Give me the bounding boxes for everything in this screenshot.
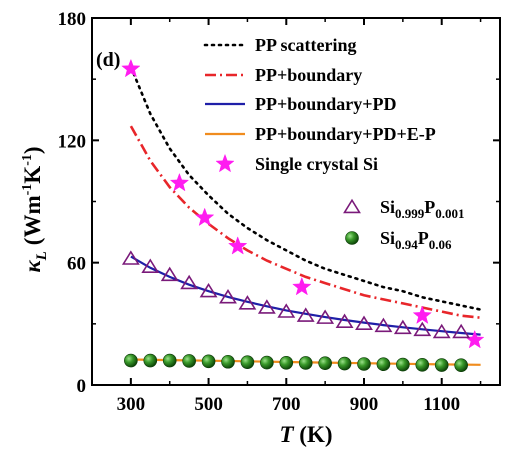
legend-label-0: PP scattering bbox=[255, 35, 356, 55]
marker-1-point bbox=[219, 289, 237, 304]
legend-label-3: PP+boundary+PD+E-P bbox=[255, 124, 436, 144]
legend-marker-0 bbox=[215, 153, 235, 173]
marker-1-point bbox=[238, 295, 257, 310]
marker-2-point bbox=[357, 357, 371, 371]
marker-1-point bbox=[180, 274, 199, 290]
y-tick-label: 120 bbox=[58, 131, 87, 152]
y-axis-symbol-sub: L bbox=[34, 251, 50, 261]
legend-formula-sub1: 0.999 bbox=[395, 206, 425, 221]
y-tick-label: 180 bbox=[58, 9, 87, 30]
marker-1-point bbox=[452, 323, 471, 339]
x-tick-label: 900 bbox=[350, 394, 379, 415]
legend-formula-mid: P bbox=[424, 197, 435, 217]
legend-marker-1 bbox=[343, 198, 361, 214]
marker-1-point bbox=[199, 282, 218, 298]
legend-marker-2 bbox=[345, 231, 359, 245]
marker-1-point bbox=[335, 313, 354, 328]
legend-formula-sub2: 0.001 bbox=[435, 206, 464, 221]
marker-2-point bbox=[396, 357, 410, 372]
marker-2-point bbox=[298, 356, 313, 370]
marker-2-point bbox=[162, 353, 177, 368]
legend-formula-sub1: 0.94 bbox=[395, 237, 418, 252]
marker-2-point bbox=[415, 358, 430, 372]
y-axis-unit-sup2: -1 bbox=[20, 154, 35, 166]
marker-1-point bbox=[355, 315, 373, 331]
marker-2-point bbox=[201, 354, 216, 369]
marker-2-point bbox=[221, 354, 235, 369]
curve-0-line bbox=[129, 65, 482, 311]
x-axis-title: T (K) bbox=[279, 422, 332, 447]
legend-formula-base: Si bbox=[380, 228, 395, 248]
marker-2-point bbox=[240, 355, 255, 369]
marker-0-point bbox=[121, 58, 141, 78]
marker-2-point bbox=[376, 357, 391, 372]
y-axis-title-group: κL(Wm-1K-1) bbox=[20, 146, 50, 272]
marker-2-point bbox=[260, 355, 274, 370]
y-axis-unit-mid: K bbox=[20, 166, 45, 184]
legend-label-1: PP+boundary bbox=[255, 65, 362, 85]
legend-label-2: Si0.94P0.06 bbox=[380, 228, 452, 252]
marker-0-point bbox=[228, 236, 248, 255]
marker-2-point bbox=[143, 353, 158, 368]
marker-1-point bbox=[316, 309, 335, 324]
panel-label: (d) bbox=[96, 49, 120, 71]
marker-2-point bbox=[454, 358, 468, 373]
marker-0-point bbox=[195, 207, 215, 227]
legend-label-1: Si0.999P0.001 bbox=[380, 197, 465, 221]
x-tick-label: 500 bbox=[194, 394, 223, 415]
marker-2-point bbox=[182, 354, 196, 368]
marker-0-point bbox=[169, 172, 190, 192]
x-tick-label: 300 bbox=[117, 394, 146, 415]
marker-1-point bbox=[374, 317, 393, 333]
marker-2-point bbox=[434, 358, 449, 372]
marker-1-point bbox=[432, 323, 451, 339]
legend-formula-mid: P bbox=[418, 228, 429, 248]
marker-1-point bbox=[257, 299, 276, 314]
marker-2-point bbox=[279, 355, 294, 370]
marker-2-point bbox=[318, 356, 332, 370]
marker-1-point bbox=[296, 307, 315, 322]
y-tick-label: 0 bbox=[77, 376, 87, 397]
marker-1-point bbox=[277, 303, 296, 318]
y-axis-unit: (Wm bbox=[20, 195, 45, 245]
x-axis-symbol: T bbox=[279, 422, 294, 447]
marker-1-point bbox=[141, 258, 160, 273]
y-axis-unit-sup1: -1 bbox=[20, 184, 35, 196]
x-tick-label: 1100 bbox=[423, 394, 460, 415]
y-axis-unit-end: ) bbox=[20, 146, 45, 154]
marker-2-point bbox=[124, 353, 138, 368]
marker-1-point bbox=[413, 321, 432, 337]
y-axis-symbol: κ bbox=[20, 260, 45, 273]
marker-1-point bbox=[393, 319, 412, 335]
legend-label-2: PP+boundary+PD bbox=[255, 94, 397, 114]
marker-0-point bbox=[292, 276, 312, 296]
marker-1-point bbox=[121, 250, 140, 265]
y-tick-label: 60 bbox=[67, 254, 86, 275]
marker-0-point bbox=[412, 305, 432, 324]
marker-1-point bbox=[160, 266, 179, 282]
legend-label-star: Single crystal Si bbox=[255, 154, 378, 174]
x-tick-label: 700 bbox=[272, 394, 301, 415]
legend-formula-sub2: 0.06 bbox=[429, 237, 452, 252]
curve-2-line bbox=[130, 255, 481, 336]
marker-2-point bbox=[337, 356, 352, 371]
legend-formula-base: Si bbox=[380, 197, 395, 217]
y-axis-title: κL(Wm-1K-1) bbox=[20, 146, 50, 272]
x-axis-unit: (K) bbox=[294, 422, 333, 447]
